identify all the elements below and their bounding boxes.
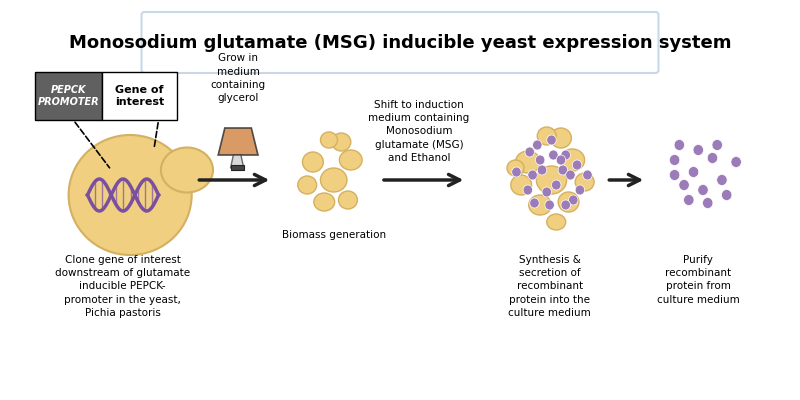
Circle shape (523, 185, 533, 195)
FancyBboxPatch shape (142, 12, 658, 73)
Ellipse shape (510, 175, 532, 195)
Ellipse shape (321, 132, 338, 148)
Ellipse shape (546, 214, 566, 230)
Ellipse shape (550, 128, 571, 148)
Ellipse shape (538, 127, 556, 145)
FancyBboxPatch shape (35, 72, 102, 120)
Circle shape (722, 190, 732, 200)
Polygon shape (218, 128, 258, 155)
Text: Biomass generation: Biomass generation (282, 230, 386, 240)
Ellipse shape (338, 191, 358, 209)
Ellipse shape (332, 133, 350, 151)
Ellipse shape (536, 166, 566, 194)
Circle shape (558, 165, 567, 175)
Ellipse shape (298, 176, 317, 194)
Ellipse shape (575, 173, 594, 191)
Text: Monosodium glutamate (MSG) inducible yeast expression system: Monosodium glutamate (MSG) inducible yea… (69, 34, 731, 52)
Circle shape (533, 140, 542, 150)
Circle shape (512, 167, 522, 177)
Circle shape (731, 156, 742, 168)
Circle shape (582, 170, 592, 180)
Text: Grow in
medium
containing
glycerol: Grow in medium containing glycerol (210, 53, 266, 103)
Circle shape (572, 160, 582, 170)
Text: Purify
recombinant
protein from
culture medium: Purify recombinant protein from culture … (657, 255, 740, 305)
Text: Shift to induction
medium containing
Monosodium
glutamate (MSG)
and Ethanol: Shift to induction medium containing Mon… (368, 100, 470, 163)
Circle shape (545, 200, 554, 210)
Ellipse shape (321, 168, 347, 192)
Text: Synthesis &
secretion of
recombinant
protein into the
culture medium: Synthesis & secretion of recombinant pro… (508, 255, 591, 318)
Text: Gene of
interest: Gene of interest (115, 85, 164, 107)
FancyBboxPatch shape (230, 165, 244, 170)
Text: PEPCK
PROMOTER: PEPCK PROMOTER (38, 85, 99, 107)
Circle shape (707, 152, 718, 164)
FancyBboxPatch shape (102, 72, 178, 120)
Circle shape (698, 184, 708, 196)
Circle shape (688, 166, 698, 178)
Circle shape (535, 155, 545, 165)
Circle shape (717, 174, 727, 186)
Circle shape (674, 140, 685, 150)
Circle shape (569, 195, 578, 205)
Circle shape (538, 165, 546, 175)
Circle shape (561, 200, 570, 210)
Circle shape (542, 187, 551, 197)
Circle shape (525, 147, 534, 157)
Circle shape (561, 150, 570, 160)
Ellipse shape (314, 193, 334, 211)
Ellipse shape (515, 151, 540, 173)
Ellipse shape (69, 135, 192, 255)
Circle shape (693, 144, 703, 156)
Ellipse shape (339, 150, 362, 170)
Ellipse shape (529, 195, 551, 215)
Circle shape (549, 150, 558, 160)
Text: Clone gene of interest
downstream of glutamate
inducible PEPCK-
promoter in the : Clone gene of interest downstream of glu… (55, 255, 190, 318)
Circle shape (566, 170, 575, 180)
Ellipse shape (161, 148, 213, 192)
Polygon shape (230, 155, 244, 168)
Circle shape (546, 135, 556, 145)
Circle shape (683, 194, 694, 206)
Circle shape (528, 170, 538, 180)
Circle shape (679, 180, 690, 190)
Circle shape (670, 154, 680, 166)
Circle shape (575, 185, 585, 195)
Ellipse shape (560, 149, 585, 171)
Circle shape (712, 140, 722, 150)
Ellipse shape (558, 192, 579, 212)
Circle shape (530, 198, 539, 208)
Ellipse shape (507, 160, 524, 176)
Circle shape (702, 198, 713, 208)
Ellipse shape (302, 152, 323, 172)
Circle shape (551, 180, 561, 190)
Circle shape (670, 170, 680, 180)
Circle shape (556, 155, 566, 165)
